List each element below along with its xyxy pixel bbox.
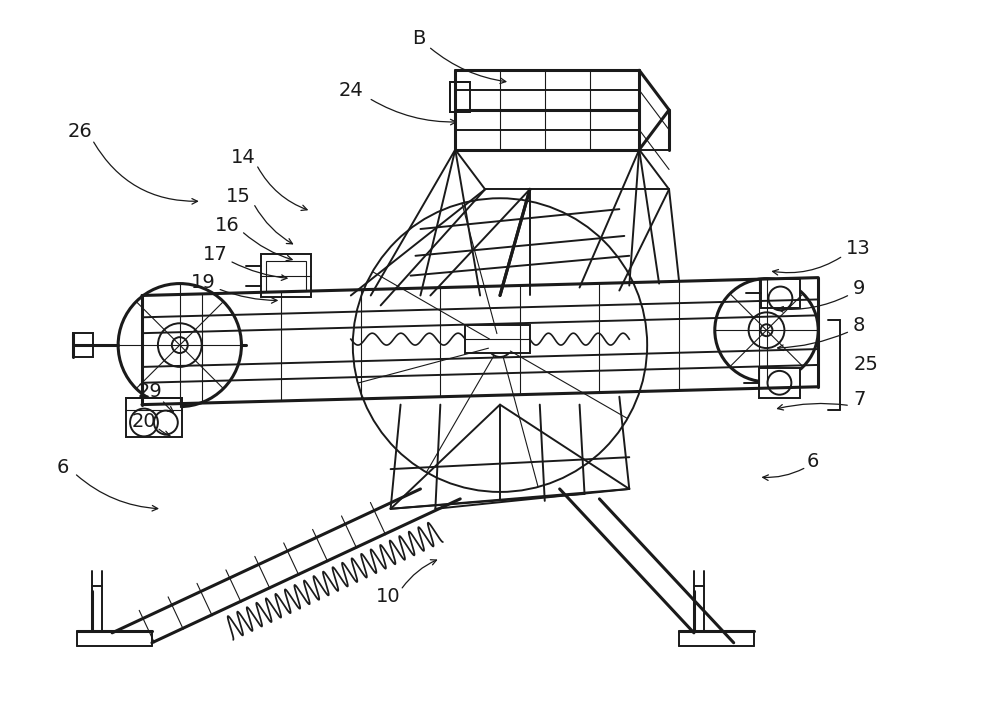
Text: 19: 19 bbox=[191, 273, 216, 292]
Text: 6: 6 bbox=[806, 451, 819, 471]
Bar bbox=[761, 279, 800, 309]
Text: 14: 14 bbox=[231, 148, 256, 167]
Text: 17: 17 bbox=[203, 245, 228, 265]
Bar bbox=[73, 333, 93, 357]
Text: 10: 10 bbox=[376, 587, 401, 605]
Bar bbox=[450, 82, 470, 112]
Text: 16: 16 bbox=[215, 215, 240, 235]
Text: 13: 13 bbox=[846, 240, 871, 258]
Text: 9: 9 bbox=[853, 279, 865, 298]
Text: 8: 8 bbox=[853, 316, 865, 334]
Bar bbox=[759, 368, 800, 398]
Text: 15: 15 bbox=[226, 187, 251, 206]
Text: 29: 29 bbox=[138, 382, 162, 401]
Text: 6: 6 bbox=[56, 458, 69, 476]
Text: 25: 25 bbox=[854, 356, 879, 374]
Bar bbox=[126, 398, 182, 437]
Text: 7: 7 bbox=[853, 390, 865, 409]
Text: 20: 20 bbox=[132, 412, 156, 431]
Bar bbox=[261, 254, 311, 297]
Text: B: B bbox=[412, 29, 425, 48]
Bar bbox=[266, 261, 306, 290]
Text: 26: 26 bbox=[68, 122, 93, 141]
Text: 24: 24 bbox=[338, 81, 363, 100]
Bar bbox=[465, 325, 530, 353]
